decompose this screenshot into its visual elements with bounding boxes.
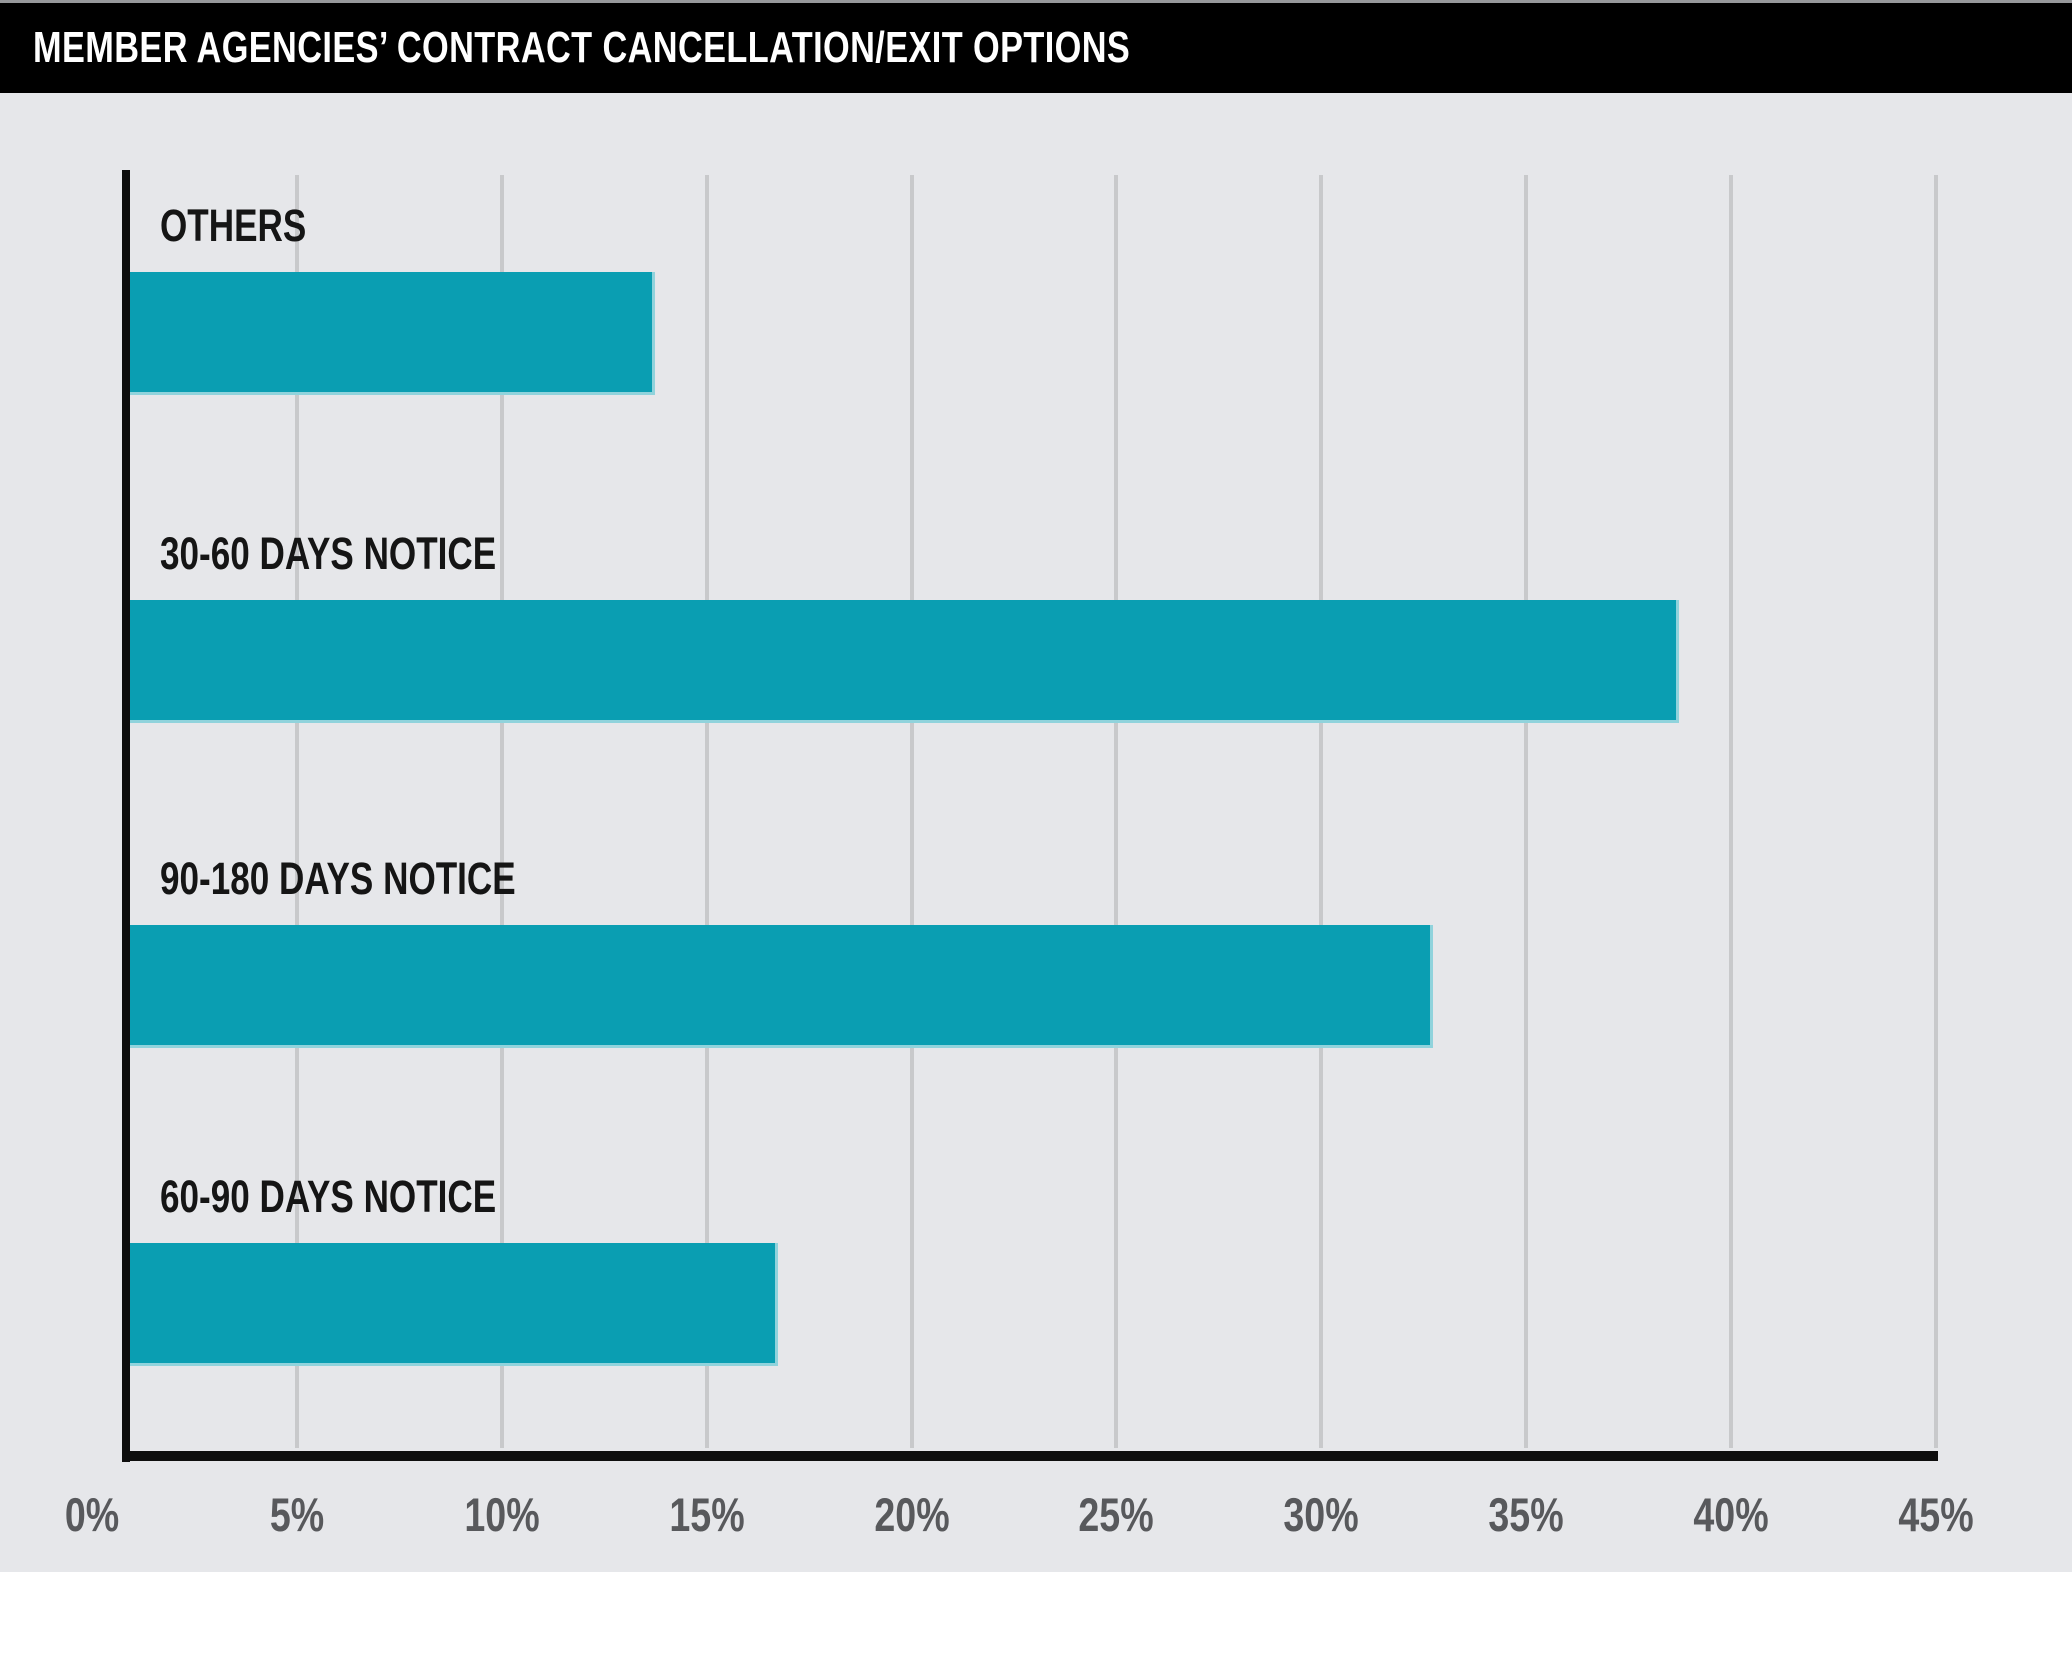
gridline (499, 175, 504, 1448)
bar (122, 925, 1434, 1048)
x-tick-label: 40% (1693, 1488, 1769, 1541)
bar (122, 600, 1680, 723)
bar (122, 1243, 778, 1366)
bar-group: 30-60 DAYS NOTICE (122, 528, 1680, 723)
chart-title-bar: MEMBER AGENCIES’ CONTRACT CANCELLATION/E… (0, 3, 2072, 93)
bar-category-label: 90-180 DAYS NOTICE (160, 853, 516, 904)
gridline (704, 175, 709, 1448)
x-tick-label: 10% (464, 1488, 540, 1541)
chart-title: MEMBER AGENCIES’ CONTRACT CANCELLATION/E… (33, 23, 1131, 72)
bar-category-label: OTHERS (160, 200, 307, 251)
y-axis-line (122, 170, 130, 1462)
x-tick-label: 20% (873, 1488, 950, 1541)
x-tick-row: 0% 5% 10% 15% 20% 25% 30% 35% 40% 45% (65, 1487, 1974, 1557)
x-tick-label: 15% (669, 1488, 745, 1541)
bar-category-label: 60-90 DAYS NOTICE (160, 1171, 497, 1222)
gridline (1524, 175, 1529, 1448)
x-tick-label: 25% (1078, 1488, 1155, 1541)
top-edge-strip (0, 0, 2072, 3)
x-tick-label: 5% (269, 1488, 325, 1541)
gridline (1114, 175, 1119, 1448)
gridline (1934, 175, 1938, 1448)
bar-group: OTHERS (122, 200, 655, 395)
gridline (1319, 175, 1324, 1448)
bar-group: 60-90 DAYS NOTICE (122, 1171, 778, 1366)
gridline (294, 175, 299, 1448)
x-tick-label: 0% (64, 1488, 120, 1541)
x-tick-label: 30% (1283, 1488, 1359, 1541)
x-tick-label: 45% (1898, 1488, 1974, 1541)
x-axis-line (122, 1451, 1938, 1461)
bar-group: 90-180 DAYS NOTICE (122, 853, 1434, 1048)
chart-background: OTHERS 30-60 DAYS NOTICE 90-180 DAYS NOTIC… (0, 93, 2072, 1572)
gridline (909, 175, 914, 1448)
x-tick-label: 35% (1488, 1488, 1564, 1541)
plot-area: OTHERS 30-60 DAYS NOTICE 90-180 DAYS NOTIC… (92, 170, 1938, 1455)
bar-category-label: 30-60 DAYS NOTICE (160, 528, 497, 579)
gridline (1729, 175, 1734, 1448)
bar (122, 272, 655, 395)
